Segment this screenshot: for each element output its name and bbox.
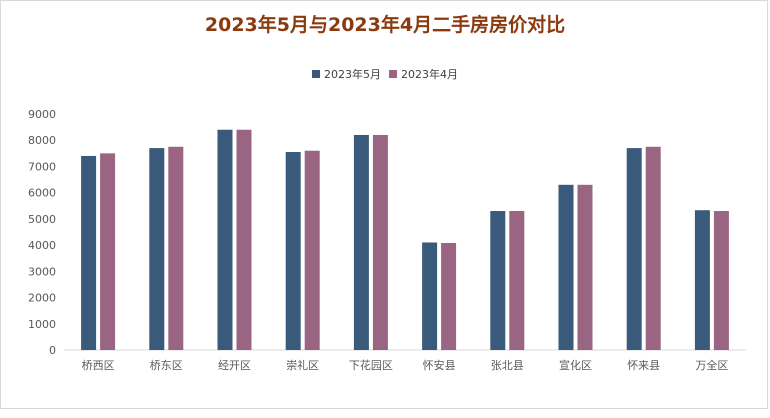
x-tick-label: 怀来县 — [627, 359, 660, 372]
bar-april — [509, 211, 525, 350]
bar-may — [490, 211, 506, 350]
x-tick-label: 桥西区 — [82, 359, 115, 372]
legend-label-april: 2023年4月 — [401, 68, 458, 81]
x-tick-label: 经开区 — [218, 359, 251, 372]
y-tick-label: 9000 — [28, 108, 56, 121]
legend-swatch-may — [312, 70, 320, 78]
x-tick-label: 崇礼区 — [286, 358, 319, 372]
bar-april — [713, 211, 729, 350]
bar-may — [149, 148, 165, 350]
bar-may — [422, 242, 438, 350]
x-tick-label: 怀安县 — [423, 358, 456, 372]
x-tick-label: 张北县 — [491, 359, 524, 372]
bar-april — [236, 129, 252, 350]
y-tick-label: 1000 — [28, 318, 56, 331]
legend-label-may: 2023年5月 — [324, 68, 381, 81]
bar-april — [372, 134, 388, 350]
bar-may — [285, 152, 301, 350]
bar-may — [626, 148, 642, 350]
bar-may — [217, 129, 233, 350]
bar-april — [168, 146, 184, 350]
bar-may — [81, 155, 97, 350]
chart-legend: 2023年5月 2023年4月 — [0, 66, 770, 82]
y-tick-label: 5000 — [28, 213, 56, 226]
y-tick-label: 6000 — [28, 187, 56, 200]
y-tick-label: 8000 — [28, 134, 56, 147]
x-tick-label: 宣化区 — [559, 358, 592, 372]
y-tick-label: 3000 — [28, 265, 56, 278]
x-tick-label: 万全区 — [695, 358, 728, 372]
y-tick-label: 2000 — [28, 292, 56, 305]
x-tick-label: 桥东区 — [150, 359, 183, 372]
bar-may — [694, 210, 710, 350]
bar-april — [441, 243, 457, 350]
y-tick-label: 7000 — [28, 160, 56, 173]
legend-swatch-april — [389, 70, 397, 78]
legend-item-may: 2023年5月 — [312, 66, 381, 82]
x-tick-label: 下花园区 — [349, 359, 393, 372]
bar-may — [558, 184, 574, 350]
bar-may — [353, 134, 369, 350]
bar-april — [645, 146, 661, 350]
bar-april — [577, 184, 593, 350]
y-tick-label: 4000 — [28, 239, 56, 252]
legend-item-april: 2023年4月 — [389, 66, 458, 82]
y-tick-label: 0 — [49, 344, 56, 357]
bar-april — [304, 150, 320, 350]
bar-april — [100, 153, 116, 350]
chart-title: 2023年5月与2023年4月二手房房价对比 — [204, 14, 566, 36]
